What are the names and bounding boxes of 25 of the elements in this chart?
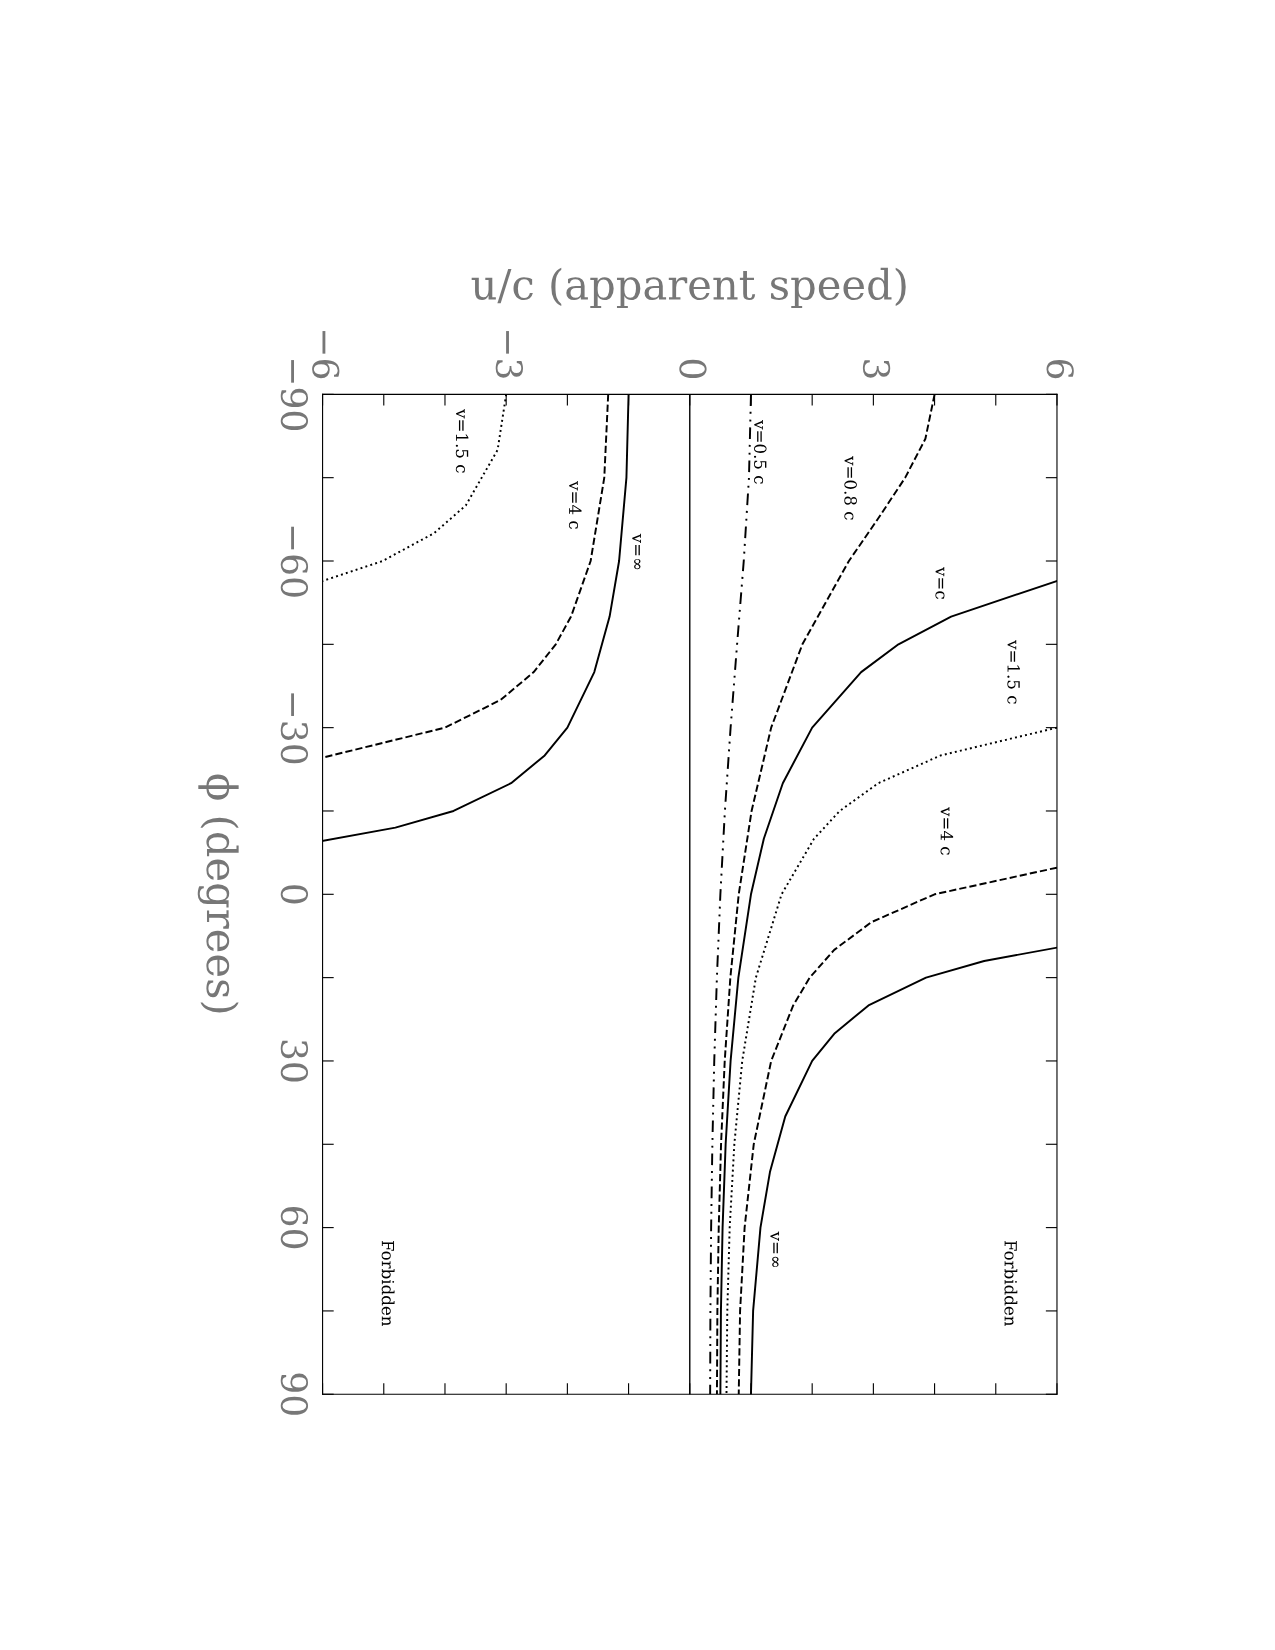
- x-tick-label: −6: [312, 331, 340, 379]
- y-tick-label: 60: [280, 1207, 309, 1249]
- x-tick-label: 0: [679, 359, 707, 379]
- y-tick-label: 30: [280, 1040, 309, 1082]
- annotation: Forbidden: [1004, 1240, 1018, 1327]
- y-tick-label: −30: [280, 693, 309, 764]
- annotation: v=4 c: [940, 806, 954, 855]
- annotation: v=∞: [632, 533, 641, 570]
- x-tick-label: 3: [862, 360, 891, 378]
- x-tick-label: −3: [495, 331, 524, 378]
- annotation: v=0.5 c: [753, 420, 767, 484]
- annotation: v=4 c: [568, 480, 582, 529]
- annotation: v=1.5 c: [1007, 640, 1020, 704]
- y-tick-label: −60: [280, 526, 309, 597]
- y-tick-label: 0: [280, 885, 309, 904]
- annotation: v=0.8 c: [844, 456, 857, 520]
- y-tick-label: −90: [280, 360, 309, 431]
- x-axis-title: u/c (apparent speed): [471, 267, 906, 309]
- annotation: v=c: [935, 566, 945, 599]
- y-tick-label: 90: [280, 1373, 309, 1415]
- y-axis-title: ϕ (degrees): [197, 774, 239, 1013]
- annotation: v=1.5 c: [455, 409, 469, 473]
- annotation: v=∞: [770, 1231, 780, 1268]
- annotation: Forbidden: [381, 1240, 395, 1327]
- x-tick-label: 6: [1046, 359, 1074, 379]
